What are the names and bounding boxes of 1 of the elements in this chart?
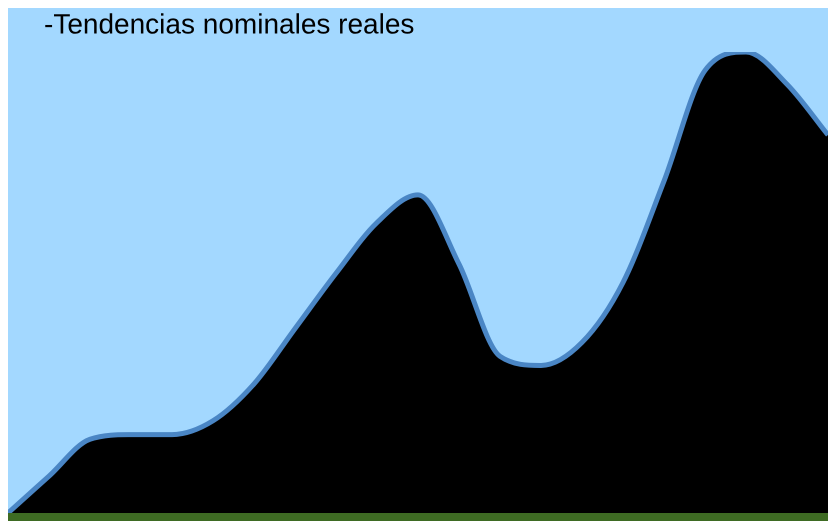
chart-title: -Tendencias nominales reales [44, 8, 414, 40]
